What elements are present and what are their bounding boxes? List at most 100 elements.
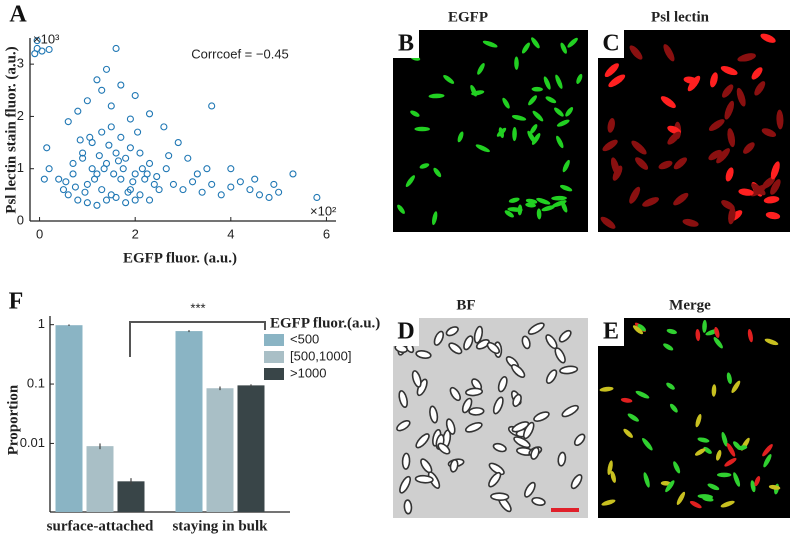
cell [512, 126, 517, 142]
panel-letter: D [397, 319, 414, 345]
cell [508, 197, 520, 203]
cell [754, 476, 761, 487]
cell [545, 96, 557, 104]
cell [432, 211, 438, 226]
cell [533, 411, 550, 422]
cell [492, 442, 507, 453]
cell [557, 451, 567, 467]
bar [175, 331, 203, 512]
y-tick-label: 0.1 [27, 375, 45, 390]
legend-label: [500,1000] [290, 348, 351, 363]
point [95, 152, 103, 160]
cell [687, 75, 701, 92]
point [117, 133, 125, 141]
cell [507, 207, 523, 212]
y-tick-label: 2 [17, 108, 24, 123]
cell [536, 197, 551, 205]
cell [666, 382, 675, 390]
cell [612, 165, 623, 181]
panel-letter: E [603, 319, 619, 345]
point [131, 170, 139, 178]
cell [666, 328, 677, 335]
y-tick-label: 1 [38, 316, 45, 331]
point [145, 196, 154, 204]
cell [561, 404, 579, 418]
point [98, 128, 106, 136]
x-multiplier: ×10² [310, 203, 337, 218]
cell [669, 403, 678, 413]
point [59, 186, 68, 194]
cell [776, 109, 784, 130]
cell [419, 163, 430, 169]
cell [468, 407, 485, 416]
cell [658, 160, 673, 170]
cell [567, 37, 578, 48]
point [45, 45, 53, 54]
cell [722, 84, 734, 98]
cell [562, 159, 570, 173]
cell [511, 115, 527, 121]
cell [465, 387, 484, 397]
point [83, 199, 91, 207]
point [119, 165, 127, 173]
point [124, 188, 132, 196]
point [193, 170, 201, 178]
cell [470, 84, 477, 97]
point [145, 110, 154, 118]
point [162, 165, 170, 173]
panel-letter: A [9, 2, 27, 28]
cell [629, 45, 643, 60]
point [86, 133, 94, 141]
x-axis-label: EGFP fluor. (a.u.) [123, 250, 237, 266]
panel-title: BF [456, 297, 475, 313]
cell [631, 140, 647, 155]
cell [556, 135, 564, 149]
cell [713, 337, 723, 349]
point [74, 196, 82, 204]
x-tick-label: 0 [36, 226, 43, 241]
point [134, 128, 142, 136]
y-tick-label: 1 [17, 160, 24, 175]
cell [695, 413, 702, 428]
point [236, 178, 244, 186]
cell [733, 441, 741, 450]
cell [445, 326, 459, 337]
cell [635, 157, 649, 170]
cell [414, 474, 434, 484]
point [153, 173, 161, 181]
cell [721, 200, 735, 210]
cell [714, 326, 720, 338]
point [131, 91, 139, 100]
point [136, 149, 144, 157]
cell [463, 335, 474, 351]
cell [560, 42, 567, 54]
cell [711, 384, 717, 397]
cell [502, 97, 510, 109]
cell [570, 474, 583, 490]
cell [496, 127, 507, 137]
point [129, 178, 137, 186]
point [270, 180, 278, 188]
cell [743, 142, 755, 154]
point [114, 157, 123, 165]
cell [414, 126, 430, 132]
panel-letter-box [393, 318, 419, 346]
point [145, 159, 154, 168]
legend-label: >1000 [290, 365, 327, 380]
cell [397, 204, 405, 214]
cell [736, 87, 746, 107]
point [40, 175, 48, 183]
legend-swatch [264, 368, 284, 380]
cell [403, 499, 413, 515]
point [122, 154, 130, 162]
point [169, 180, 177, 188]
cell [477, 63, 485, 75]
point [64, 118, 72, 126]
point [203, 165, 211, 173]
annotation: *** [190, 300, 205, 315]
cell [511, 421, 530, 433]
cell [697, 437, 710, 443]
point [255, 191, 264, 199]
point [69, 170, 77, 178]
cell [627, 413, 639, 422]
